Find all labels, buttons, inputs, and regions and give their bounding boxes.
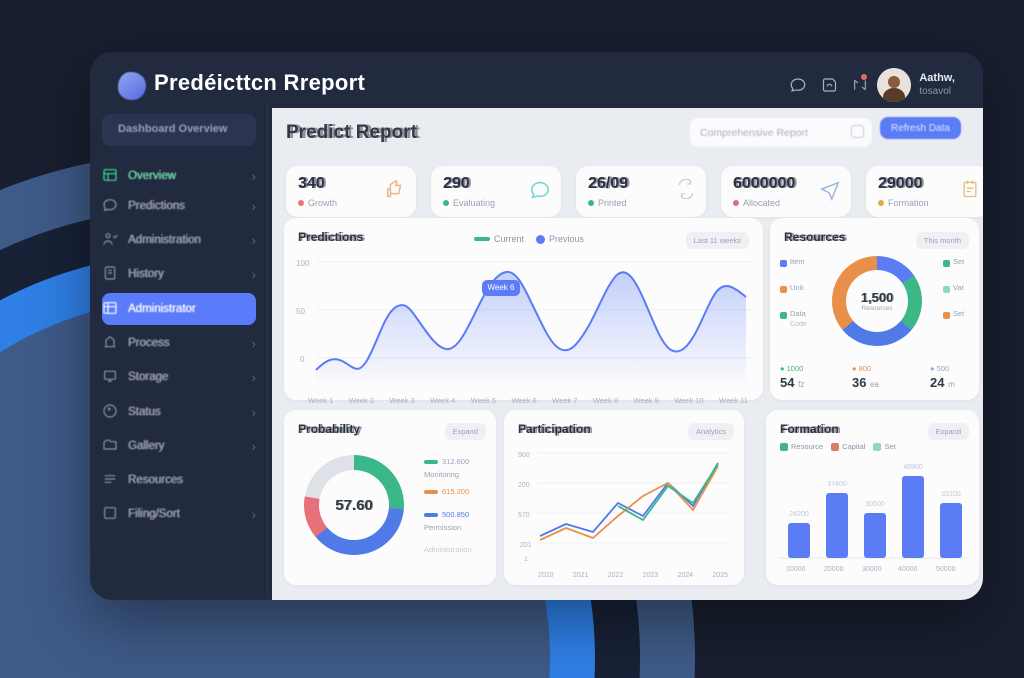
svg-text:100: 100	[296, 259, 310, 268]
svg-text:37400: 37400	[827, 481, 847, 488]
svg-text:24200: 24200	[789, 511, 809, 518]
svg-text:900: 900	[518, 452, 530, 459]
svg-text:1: 1	[524, 556, 528, 563]
svg-text:0: 0	[300, 355, 305, 364]
svg-text:50: 50	[296, 307, 305, 316]
svg-text:30500: 30500	[865, 501, 885, 508]
svg-text:201: 201	[520, 542, 532, 549]
svg-text:33100: 33100	[941, 491, 961, 498]
svg-text:200: 200	[518, 482, 530, 489]
svg-text:570: 570	[518, 512, 530, 519]
svg-text:48900: 48900	[903, 464, 923, 471]
